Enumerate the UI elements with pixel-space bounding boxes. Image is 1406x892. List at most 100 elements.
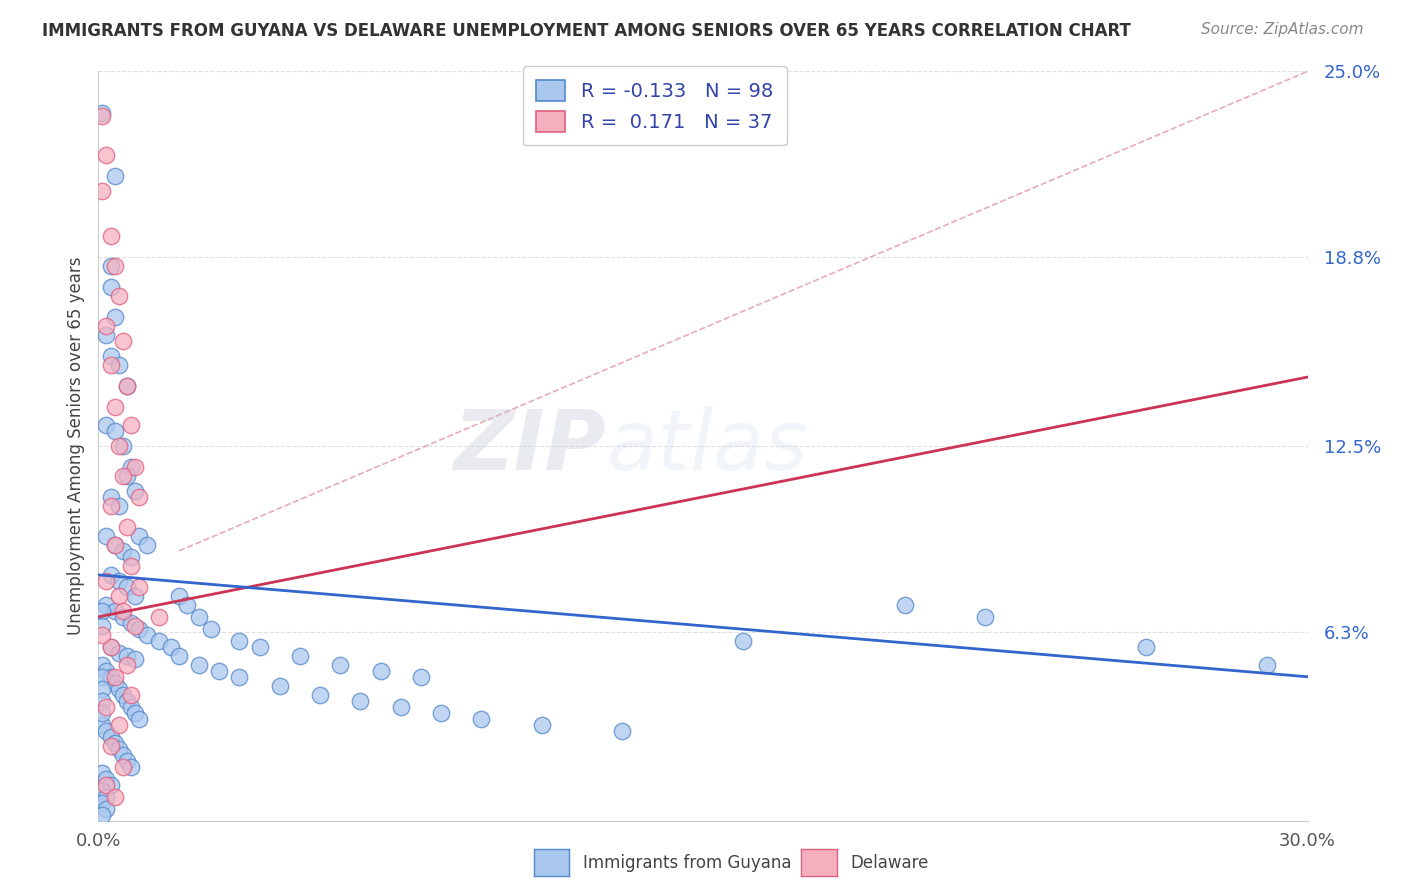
Point	[96, 529, 118, 543]
Point	[91, 628, 114, 642]
Point	[228, 670, 250, 684]
Point	[91, 106, 114, 120]
Point	[100, 229, 122, 244]
Point	[309, 688, 332, 702]
Point	[100, 730, 122, 744]
Point	[115, 754, 138, 768]
Point	[103, 400, 125, 414]
Text: IMMIGRANTS FROM GUYANA VS DELAWARE UNEMPLOYMENT AMONG SENIORS OVER 65 YEARS CORR: IMMIGRANTS FROM GUYANA VS DELAWARE UNEMP…	[42, 22, 1130, 40]
Point	[370, 664, 392, 678]
Point	[470, 712, 492, 726]
Point	[100, 280, 122, 294]
Point	[96, 319, 118, 334]
Point	[120, 558, 142, 573]
Point	[107, 358, 129, 372]
Point	[188, 610, 211, 624]
Point	[91, 765, 114, 780]
Point	[530, 717, 553, 731]
Point	[115, 648, 138, 663]
Point	[389, 699, 412, 714]
Point	[1256, 657, 1278, 672]
Point	[96, 772, 118, 786]
Point	[96, 789, 118, 804]
Point	[167, 589, 190, 603]
Point	[135, 538, 157, 552]
Point	[208, 664, 231, 678]
Point	[91, 184, 114, 198]
Point	[128, 622, 150, 636]
Point	[128, 712, 150, 726]
Point	[111, 610, 134, 624]
Point	[91, 657, 114, 672]
Point	[120, 699, 142, 714]
Point	[100, 358, 122, 372]
Point	[100, 670, 122, 684]
Point	[128, 529, 150, 543]
Point	[269, 679, 291, 693]
Point	[103, 259, 125, 273]
Point	[91, 807, 114, 822]
Point	[124, 460, 146, 475]
Point	[115, 379, 138, 393]
Point	[100, 490, 122, 504]
Point	[91, 783, 114, 797]
Point	[100, 567, 122, 582]
Point	[200, 622, 222, 636]
Point	[111, 688, 134, 702]
Point	[96, 328, 118, 343]
Point	[974, 610, 997, 624]
Point	[430, 706, 453, 720]
Point	[103, 424, 125, 438]
Point	[124, 706, 146, 720]
Point	[115, 469, 138, 483]
Point	[329, 657, 352, 672]
Point	[111, 469, 134, 483]
Point	[128, 490, 150, 504]
Point	[124, 589, 146, 603]
Point	[111, 544, 134, 558]
Point	[91, 796, 114, 810]
Point	[100, 349, 122, 363]
Point	[96, 417, 118, 432]
Point	[349, 694, 371, 708]
Point	[115, 657, 138, 672]
Point	[91, 706, 114, 720]
Point	[107, 574, 129, 588]
Point	[103, 604, 125, 618]
Point	[91, 670, 114, 684]
Point	[228, 633, 250, 648]
Point	[96, 802, 118, 816]
Point	[111, 439, 134, 453]
Point	[120, 760, 142, 774]
Point	[103, 538, 125, 552]
Point	[409, 670, 432, 684]
Point	[107, 717, 129, 731]
Text: Delaware: Delaware	[851, 854, 929, 871]
Point	[111, 604, 134, 618]
Point	[96, 598, 118, 612]
Point	[288, 648, 311, 663]
Point	[733, 633, 755, 648]
Point	[612, 723, 634, 738]
Point	[120, 615, 142, 630]
Point	[100, 778, 122, 792]
Point	[103, 310, 125, 325]
Point	[107, 289, 129, 303]
Point	[115, 580, 138, 594]
Point	[135, 628, 157, 642]
Point	[96, 723, 118, 738]
Point	[91, 109, 114, 123]
Text: ZIP: ZIP	[454, 406, 606, 486]
Point	[107, 499, 129, 513]
Point	[103, 675, 125, 690]
Point	[91, 619, 114, 633]
Point	[148, 633, 170, 648]
Point	[111, 760, 134, 774]
Point	[100, 739, 122, 753]
Point	[103, 538, 125, 552]
Point	[120, 460, 142, 475]
Point	[96, 148, 118, 162]
Point	[120, 417, 142, 432]
Point	[100, 499, 122, 513]
Point	[103, 736, 125, 750]
